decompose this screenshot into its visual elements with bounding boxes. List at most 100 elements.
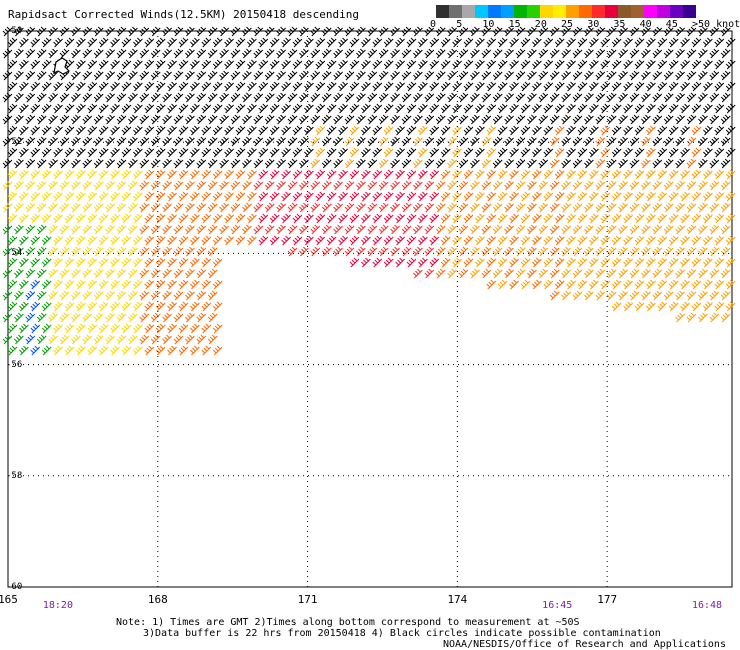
colorbar-segment: [436, 5, 449, 18]
wind-barb: [287, 26, 298, 37]
wind-barb: [155, 301, 166, 312]
wind-barb: [36, 114, 47, 125]
wind-barb: [235, 125, 246, 136]
wind-barb: [2, 114, 13, 125]
wind-barb: [310, 92, 321, 103]
wind-barb: [709, 136, 720, 147]
wind-barb: [646, 81, 656, 92]
wind-barb: [646, 235, 656, 246]
wind-barb: [714, 213, 725, 224]
wind-barb: [59, 114, 70, 125]
wind-barb: [481, 180, 492, 191]
wind-barb: [121, 81, 132, 92]
wind-barb: [646, 147, 656, 158]
wind-barb: [680, 301, 690, 312]
wind-barb: [629, 180, 640, 191]
wind-barb: [390, 246, 400, 257]
wind-barb: [87, 213, 98, 224]
wind-barb: [155, 59, 166, 70]
wind-barb: [41, 345, 52, 356]
wind-barb: [566, 147, 576, 158]
wind-barb: [87, 235, 98, 246]
wind-barb: [201, 323, 212, 334]
wind-barb: [190, 279, 200, 290]
wind-barb: [675, 70, 685, 81]
wind-barb: [230, 136, 241, 147]
wind-barb: [53, 257, 63, 268]
wind-barb: [207, 158, 218, 169]
wind-barb: [48, 290, 58, 301]
wind-barb: [440, 147, 451, 158]
wind-barb: [714, 235, 725, 246]
note-line-1: Note: 1) Times are GMT 2)Times along bot…: [116, 617, 580, 628]
wind-barb: [634, 213, 645, 224]
wind-barb: [48, 26, 58, 37]
wind-barb: [82, 180, 93, 191]
wind-barb: [698, 268, 708, 279]
wind-barb: [121, 125, 132, 136]
wind-barb: [25, 48, 36, 59]
wind-barb: [509, 59, 519, 70]
wind-barb: [201, 103, 212, 114]
wind-barb: [53, 323, 63, 334]
wind-barb: [680, 191, 690, 202]
wind-barb: [349, 169, 360, 180]
wind-barb: [611, 235, 622, 246]
wind-barb: [224, 125, 234, 136]
wind-barb: [212, 235, 223, 246]
wind-barb: [196, 180, 207, 191]
wind-barb: [14, 180, 24, 191]
wind-barb: [310, 224, 321, 235]
wind-barb: [458, 224, 469, 235]
wind-barb: [349, 257, 360, 268]
wind-barb: [515, 114, 526, 125]
wind-barb: [646, 125, 656, 136]
wind-barb: [93, 48, 104, 59]
wind-barb: [538, 202, 549, 213]
wind-barb: [698, 158, 708, 169]
wind-barb: [128, 224, 138, 235]
wind-barb: [167, 59, 177, 70]
wind-barb: [509, 257, 519, 268]
wind-barb: [25, 334, 36, 345]
wind-barb: [276, 180, 286, 191]
wind-barb: [230, 26, 241, 37]
wind-barb: [144, 37, 155, 48]
wind-barb: [623, 213, 633, 224]
wind-barb: [155, 169, 166, 180]
wind-barb: [686, 70, 697, 81]
wind-barb: [41, 125, 52, 136]
wind-barb: [155, 323, 166, 334]
wind-barb: [349, 213, 360, 224]
wind-barb: [326, 213, 337, 224]
wind-barb: [64, 169, 75, 180]
wind-barb: [611, 37, 622, 48]
wind-barb: [515, 48, 526, 59]
wind-barb: [82, 26, 93, 37]
wind-barb: [304, 81, 314, 92]
wind-barb: [207, 202, 218, 213]
wind-barb: [680, 147, 690, 158]
wind-barb: [185, 224, 195, 235]
wind-barb: [315, 103, 326, 114]
wind-barb: [36, 70, 47, 81]
wind-barb: [577, 59, 588, 70]
wind-barb: [139, 180, 150, 191]
wind-barb: [372, 59, 383, 70]
wind-barb: [470, 48, 480, 59]
wind-barb: [361, 191, 371, 202]
wind-barb: [566, 213, 576, 224]
wind-barb: [418, 257, 428, 268]
wind-barb: [144, 345, 155, 356]
wind-barb: [413, 92, 423, 103]
wind-barb: [634, 103, 645, 114]
wind-barb: [566, 169, 576, 180]
wind-barb: [76, 279, 86, 290]
wind-barb: [641, 290, 651, 301]
wind-barb: [150, 246, 161, 257]
wind-barb: [641, 70, 651, 81]
wind-barb: [155, 125, 166, 136]
wind-barb: [566, 235, 576, 246]
wind-barb: [212, 59, 223, 70]
wind-barb: [663, 202, 674, 213]
